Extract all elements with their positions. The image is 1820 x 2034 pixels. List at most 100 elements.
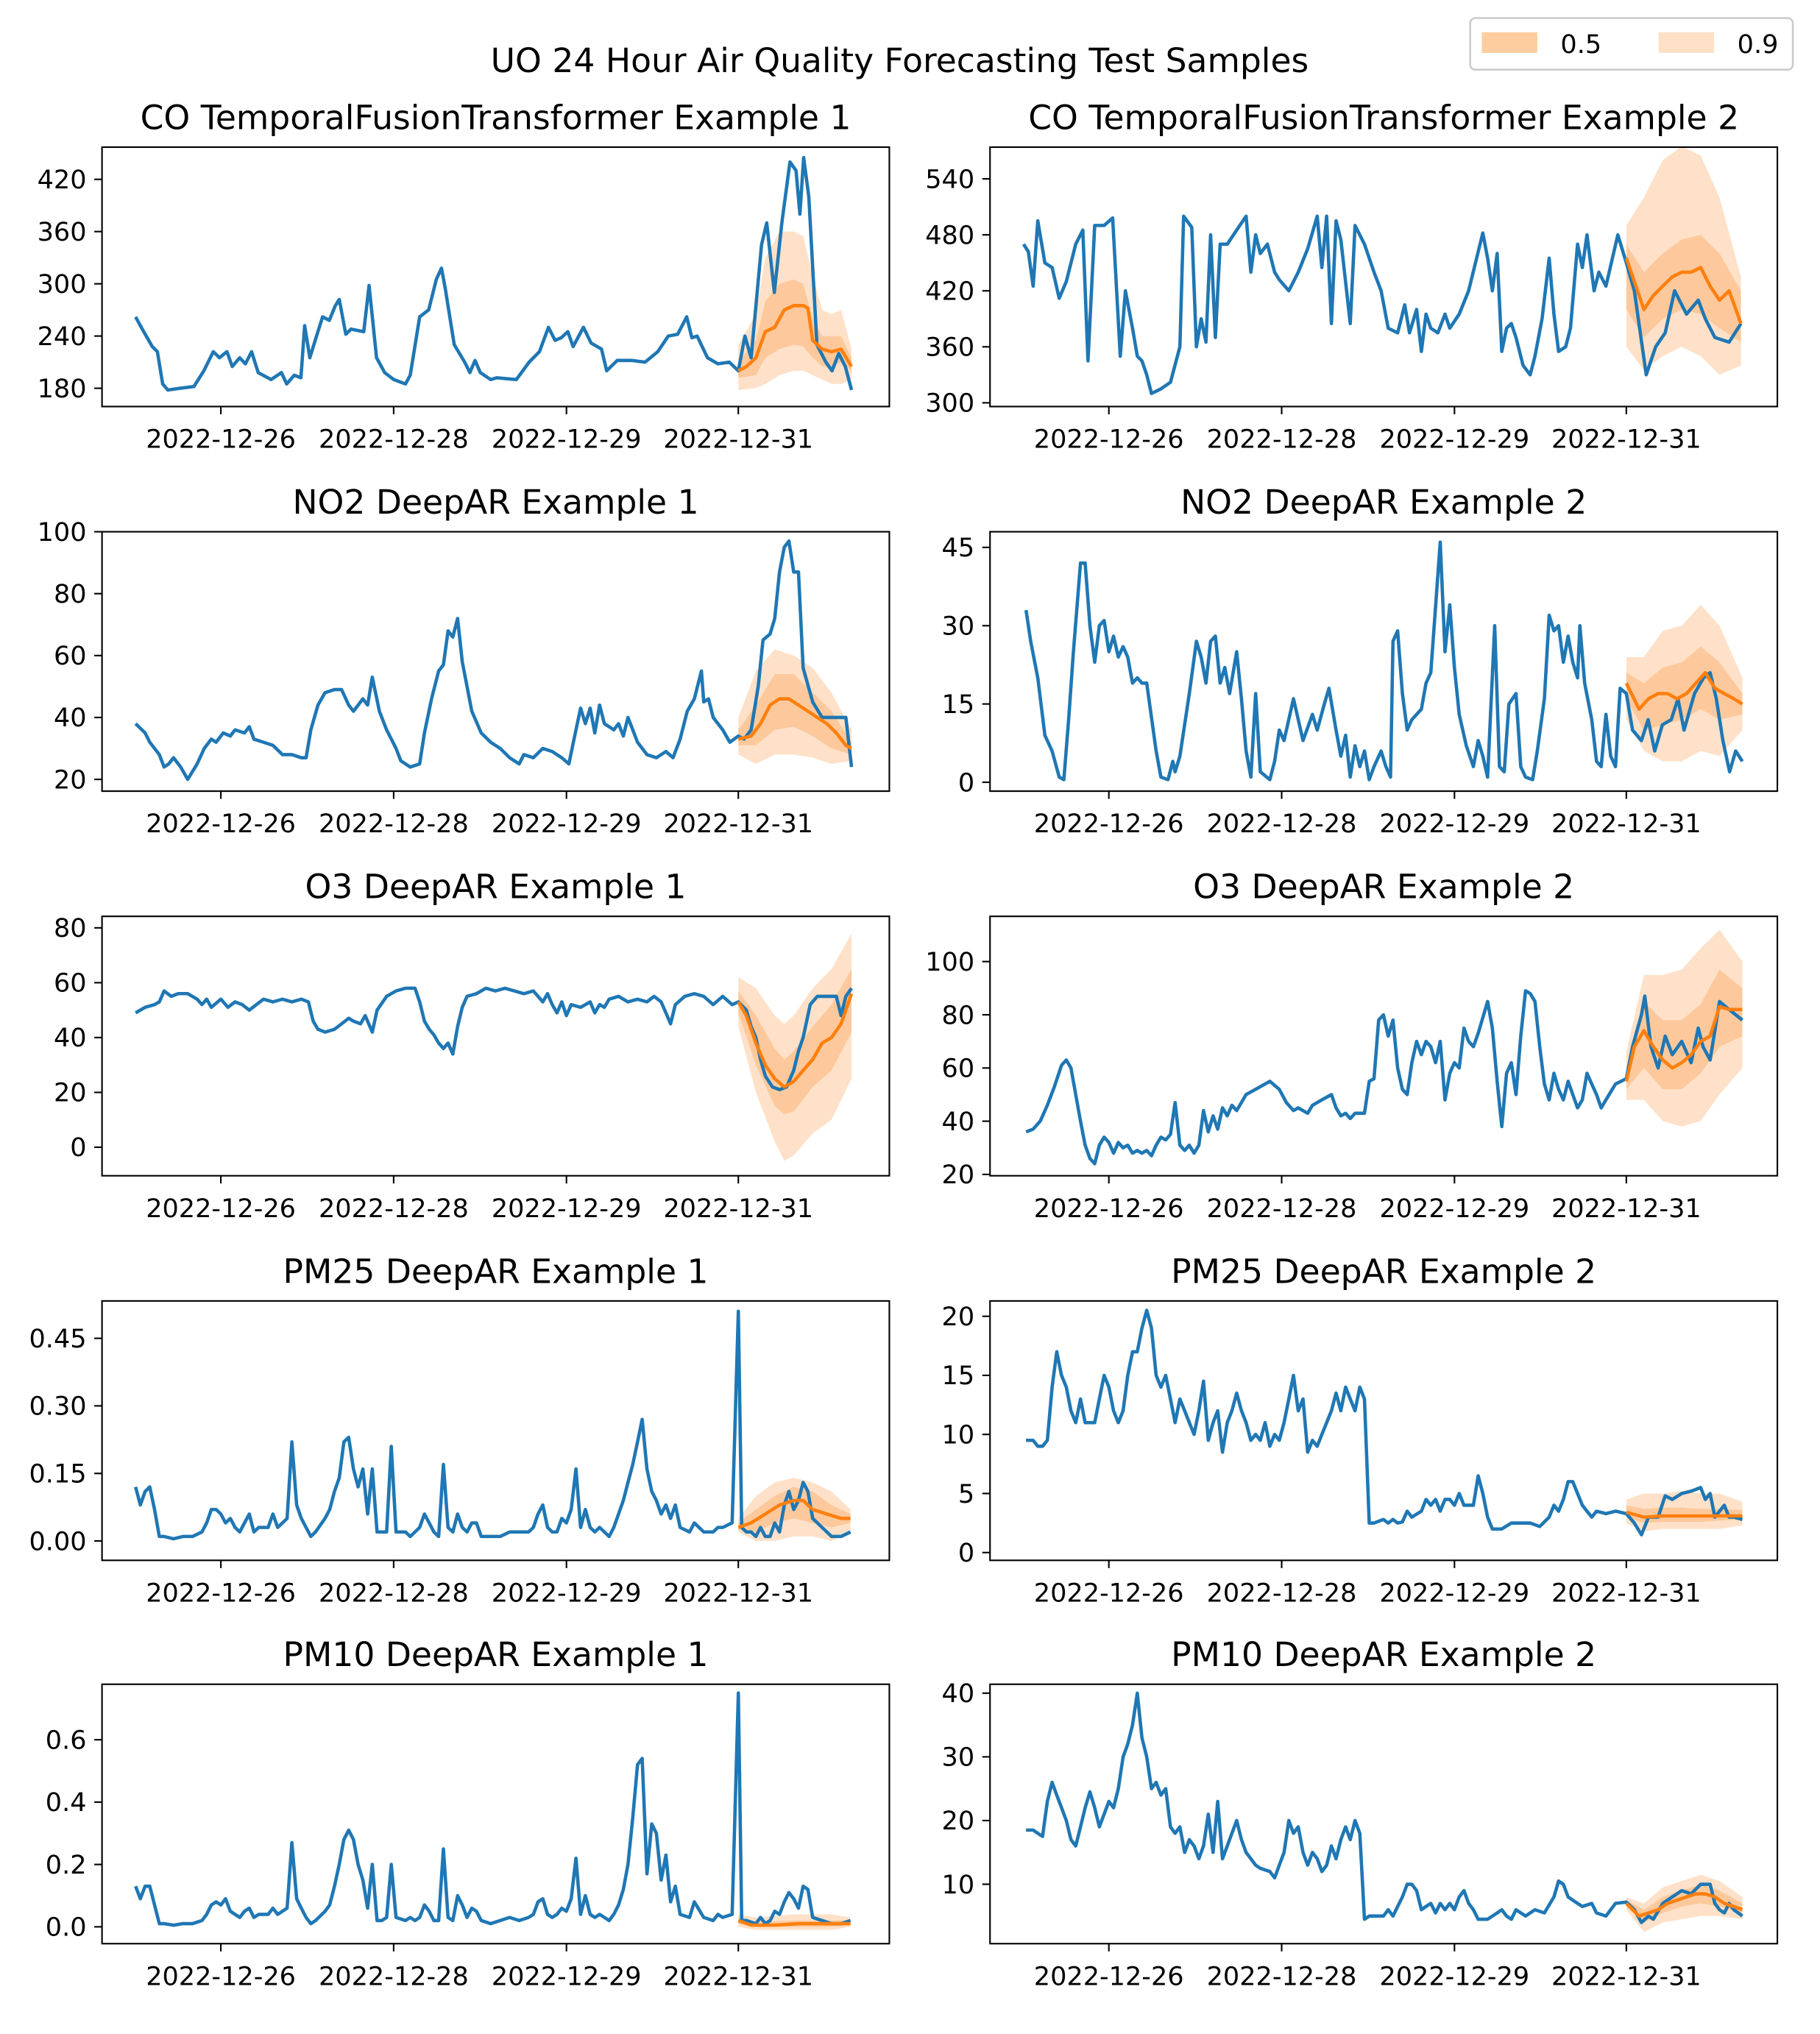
x-tick-label: 2022-12-28 xyxy=(1207,1578,1357,1608)
y-tick-label: 300 xyxy=(38,269,87,300)
figure-title: UO 24 Hour Air Quality Forecasting Test … xyxy=(491,41,1309,80)
y-tick-label: 300 xyxy=(925,389,974,419)
x-tick-label: 2022-12-29 xyxy=(492,1578,642,1608)
y-tick-label: 40 xyxy=(54,703,87,733)
y-tick-label: 40 xyxy=(54,1023,87,1053)
plot-area xyxy=(135,933,854,1161)
axes-frame xyxy=(101,1683,890,1945)
median-forecast-line xyxy=(1625,1892,1743,1918)
panel-10: 10 20 30 40 2022-12-26 2022-12-28 2022-12-29 20… xyxy=(942,1635,1779,1991)
y-tick-label: 80 xyxy=(54,579,87,609)
band-0.5 xyxy=(738,279,852,378)
x-tick-label: 2022-12-26 xyxy=(1034,1578,1184,1608)
x-tick-label: 2022-12-31 xyxy=(663,425,813,455)
panel-3: 20 40 60 80 100 2022-12-26 2022-12-28 2022-12-2… xyxy=(38,483,890,839)
x-tick-label: 2022-12-28 xyxy=(319,1578,469,1608)
y-tick-label: 80 xyxy=(942,1000,975,1030)
observed-line xyxy=(135,986,853,1092)
observed-line xyxy=(134,1691,851,1927)
x-tick-label: 2022-12-26 xyxy=(1034,425,1184,455)
median-forecast-line xyxy=(737,697,853,751)
median-forecast-line xyxy=(737,1498,851,1529)
plot-area xyxy=(134,155,854,392)
y-tick-label: 0.00 xyxy=(29,1526,86,1556)
y-tick-label: 15 xyxy=(942,1361,975,1391)
panel-6: 20 40 60 80 100 2022-12-26 2022-12-28 2022-12-2… xyxy=(925,868,1779,1224)
axes-frame xyxy=(101,1300,890,1562)
x-tick-label: 2022-12-29 xyxy=(1379,425,1529,455)
y-tick-label: 0.4 xyxy=(46,1787,87,1818)
axes-frame xyxy=(101,531,890,793)
panel-title: O3 DeepAR Example 1 xyxy=(305,868,687,907)
y-tick-label: 20 xyxy=(942,1160,975,1190)
x-tick-label: 2022-12-26 xyxy=(146,809,296,839)
y-tick-label: 10 xyxy=(942,1870,975,1900)
x-tick-label: 2022-12-31 xyxy=(663,1961,813,1991)
x-tick-label: 2022-12-29 xyxy=(1379,1961,1529,1991)
y-tick-label: 420 xyxy=(38,165,87,195)
legend-label-0.5: 0.5 xyxy=(1560,29,1601,60)
y-tick-label: 0.2 xyxy=(46,1850,87,1880)
plot-area xyxy=(1026,1691,1743,1932)
y-tick-label: 60 xyxy=(54,641,87,671)
x-tick-label: 2022-12-28 xyxy=(319,425,469,455)
y-tick-label: 40 xyxy=(942,1679,975,1709)
x-tick-label: 2022-12-26 xyxy=(146,1194,296,1224)
legend-label-0.9: 0.9 xyxy=(1738,29,1779,60)
observed-line xyxy=(134,1309,851,1541)
x-tick-label: 2022-12-31 xyxy=(1551,1578,1702,1608)
legend-swatch-0.5 xyxy=(1481,32,1537,53)
panel-2: 300 360 420 480 540 2022-12-26 2022-12-28 2022-… xyxy=(925,98,1779,455)
band-0.5 xyxy=(1626,235,1741,342)
x-tick-label: 2022-12-28 xyxy=(1207,809,1357,839)
observed-line xyxy=(1024,540,1744,782)
band-0.9 xyxy=(738,933,852,1161)
band-0.5 xyxy=(738,674,852,755)
y-tick-label: 0.0 xyxy=(46,1913,87,1943)
observed-line xyxy=(1021,214,1743,396)
x-tick-label: 2022-12-28 xyxy=(319,1961,469,1991)
y-tick-label: 0.30 xyxy=(29,1392,86,1422)
y-tick-label: 15 xyxy=(942,690,975,720)
y-tick-label: 0 xyxy=(958,1538,974,1568)
x-tick-label: 2022-12-26 xyxy=(1034,809,1184,839)
y-tick-label: 100 xyxy=(925,947,974,977)
median-forecast-line xyxy=(1624,1004,1743,1082)
x-tick-label: 2022-12-26 xyxy=(1034,1961,1184,1991)
axes-frame xyxy=(989,1300,1779,1562)
axes-frame xyxy=(989,1683,1779,1945)
panel-8: 0 5 10 15 20 2022-12-26 2022-12-28 2022-12-29 20… xyxy=(942,1252,1779,1608)
panel-9: 0.0 0.2 0.4 0.6 2022-12-26 2022-12-28 2022-12-… xyxy=(46,1635,890,1991)
x-tick-label: 2022-12-28 xyxy=(1207,1961,1357,1991)
y-tick-label: 10 xyxy=(942,1420,975,1450)
plot-area xyxy=(1021,146,1743,396)
plot-area xyxy=(1024,540,1744,782)
y-tick-label: 40 xyxy=(942,1107,975,1137)
y-tick-label: 100 xyxy=(38,517,87,548)
y-tick-label: 540 xyxy=(925,164,974,194)
median-forecast-line xyxy=(737,993,854,1089)
panel-5: 0 20 40 60 80 2022-12-26 2022-12-28 2022-12-29 2… xyxy=(54,868,890,1224)
y-tick-label: 20 xyxy=(942,1806,975,1836)
x-tick-label: 2022-12-29 xyxy=(492,425,642,455)
median-forecast-line xyxy=(1624,670,1743,711)
x-tick-label: 2022-12-31 xyxy=(1551,425,1702,455)
y-tick-label: 180 xyxy=(38,374,87,404)
x-tick-label: 2022-12-26 xyxy=(146,425,296,455)
panel-title: PM10 DeepAR Example 1 xyxy=(283,1635,709,1674)
x-tick-label: 2022-12-29 xyxy=(492,1961,642,1991)
axes-frame xyxy=(101,146,890,408)
legend-swatch-0.9 xyxy=(1658,32,1715,53)
axes-frame xyxy=(989,146,1779,408)
panel-title: CO TemporalFusionTransformer Example 1 xyxy=(141,98,851,137)
y-tick-label: 480 xyxy=(925,220,974,250)
plot-area xyxy=(134,1691,851,1930)
x-tick-label: 2022-12-31 xyxy=(663,1194,813,1224)
y-tick-label: 20 xyxy=(942,1302,975,1332)
panel-title: CO TemporalFusionTransformer Example 2 xyxy=(1028,98,1739,137)
panel-1: 180 240 300 360 420 2022-12-26 2022-12-28 2022-… xyxy=(38,98,890,455)
observed-line xyxy=(134,155,854,392)
x-tick-label: 2022-12-29 xyxy=(492,1194,642,1224)
x-tick-label: 2022-12-29 xyxy=(1379,1194,1529,1224)
